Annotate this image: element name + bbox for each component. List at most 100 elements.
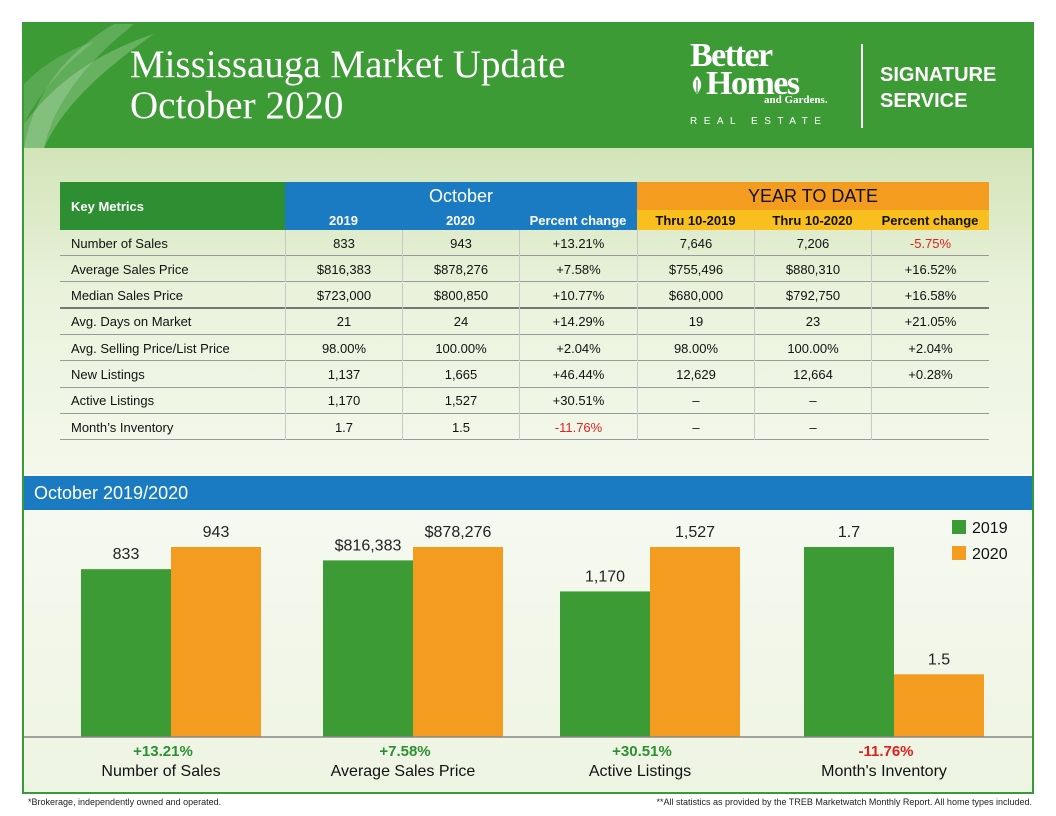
metric-value: -5.75% [871, 230, 989, 256]
category-label: Average Sales Price [331, 763, 476, 780]
table-row: Average Sales Price $816,383 $878,276 +7.58… [60, 256, 989, 283]
ytd-header: YEAR TO DATE [637, 182, 989, 210]
metric-label: Active Listings [71, 393, 155, 409]
change-label: -11.76% [858, 743, 913, 760]
bar-2019-2 [560, 591, 650, 737]
brand-real-estate: REAL ESTATE [690, 116, 828, 127]
table-row: Active Listings 1,170 1,527 +30.51% – – [60, 387, 989, 414]
metric-value: +13.21% [519, 230, 637, 256]
bar-2019-3 [804, 547, 894, 737]
signature-service: SIGNATURE SERVICE [880, 62, 996, 114]
metric-value: +16.58% [871, 282, 989, 309]
bar-2020-0 [171, 547, 261, 737]
brand-gardens: and Gardens. [764, 94, 828, 106]
metric-value: 24 [402, 308, 519, 335]
table-row: Month’s Inventory 1.7 1.5 -11.76% – – [60, 414, 989, 441]
metric-value: 100.00% [754, 335, 871, 362]
october-header: October [285, 182, 637, 210]
metric-value: 23 [754, 308, 871, 335]
metric-value: $792,750 [754, 282, 871, 309]
metric-value: 21 [285, 308, 402, 335]
legend-swatch [952, 520, 966, 534]
metric-value: +0.28% [871, 361, 989, 388]
bar-value-label: $878,276 [425, 524, 492, 541]
metric-value: +14.29% [519, 308, 637, 335]
metric-value: +30.51% [519, 387, 637, 414]
metric-value: 7,206 [754, 230, 871, 256]
metric-value: 943 [402, 230, 519, 256]
metric-value: 1,137 [285, 361, 402, 388]
footer-left: *Brokerage, independently owned and oper… [28, 797, 222, 807]
metric-label: Median Sales Price [71, 288, 183, 304]
bar-2020-2 [650, 547, 740, 737]
subheader-thru-2020: Thru 10-2020 [754, 210, 871, 230]
metric-value: 1,527 [402, 387, 519, 414]
bar-value-label: 1,170 [585, 568, 625, 585]
metric-value: – [637, 387, 754, 414]
bar-value-label: $816,383 [335, 537, 402, 554]
legend-swatch [952, 546, 966, 560]
metric-value [871, 414, 989, 441]
brand-line-1: Better [690, 37, 773, 74]
metric-value: 1,665 [402, 361, 519, 388]
metric-value: 98.00% [637, 335, 754, 362]
bar-value-label: 943 [203, 524, 230, 541]
header-divider [861, 44, 863, 128]
brand-logo: Better Homes and Gardens. REAL ESTATE [690, 37, 860, 128]
metric-value: +10.77% [519, 282, 637, 309]
footer-right: **All statistics as provided by the TREB… [656, 797, 1032, 807]
metric-value: 833 [285, 230, 402, 256]
metric-value: 100.00% [402, 335, 519, 362]
key-metrics-header: Key Metrics [60, 182, 285, 230]
legend-label: 2019 [972, 520, 1008, 537]
metric-label: New Listings [71, 367, 145, 382]
metric-value: $755,496 [637, 256, 754, 283]
change-label: +7.58% [379, 743, 430, 760]
bar-value-label: 1.7 [838, 524, 860, 541]
legend-label: 2020 [972, 546, 1008, 563]
bar-2019-0 [81, 569, 171, 737]
metric-value: 1.7 [285, 414, 402, 441]
metric-label: Average Sales Price [71, 261, 189, 277]
metric-label: Avg. Days on Market [71, 314, 192, 330]
signature-line-1: SIGNATURE [880, 64, 997, 86]
metric-value: -11.76% [519, 414, 637, 441]
table-row: Avg. Days on Market 21 24 +14.29% 19 23 +21.05… [60, 308, 989, 335]
metric-value: $816,383 [285, 256, 402, 283]
change-label: +30.51% [612, 743, 672, 760]
metric-value: – [637, 414, 754, 441]
metric-label: Avg. Selling Price/List Price [71, 340, 230, 356]
subheader-thru-2019: Thru 10-2019 [637, 210, 754, 230]
metric-value: 1,170 [285, 387, 402, 414]
subheader-2019: 2019 [285, 210, 402, 230]
brand-line-2: Homes [690, 65, 860, 102]
metric-value: $800,850 [402, 282, 519, 309]
page-title: Mississauga Market Update October 2020 [130, 44, 565, 126]
metric-label: Month’s Inventory [71, 419, 174, 435]
leaf-logo-icon [24, 24, 154, 148]
category-label: Active Listings [589, 763, 691, 780]
brand-homes: Homes [706, 65, 800, 102]
metric-value: 12,664 [754, 361, 871, 388]
chart-section-header: October 2019/2020 [24, 476, 1032, 510]
subheader-2020: 2020 [402, 210, 519, 230]
bhg-leaf-icon [692, 76, 702, 94]
category-label: Number of Sales [101, 763, 220, 780]
table-row: Number of Sales 833 943 +13.21% 7,646 7,206 -5… [60, 230, 989, 256]
metric-value: 7,646 [637, 230, 754, 256]
title-line-2: October 2020 [130, 84, 344, 127]
bar-value-label: 1,527 [675, 524, 715, 541]
metric-value: – [754, 414, 871, 441]
metric-value: $723,000 [285, 282, 402, 309]
metric-value: +21.05% [871, 308, 989, 335]
change-label: +13.21% [133, 743, 193, 760]
metric-value: 19 [637, 308, 754, 335]
metric-value: – [754, 387, 871, 414]
metric-value: $680,000 [637, 282, 754, 309]
table-row: Median Sales Price $723,000 $800,850 +10.77… [60, 282, 989, 309]
header-banner: Mississauga Market Update October 2020 B… [24, 24, 1032, 148]
bar-2020-3 [894, 674, 984, 737]
table-row: New Listings 1,137 1,665 +46.44% 12,629 12,66… [60, 361, 989, 388]
bar-value-label: 833 [113, 546, 140, 563]
